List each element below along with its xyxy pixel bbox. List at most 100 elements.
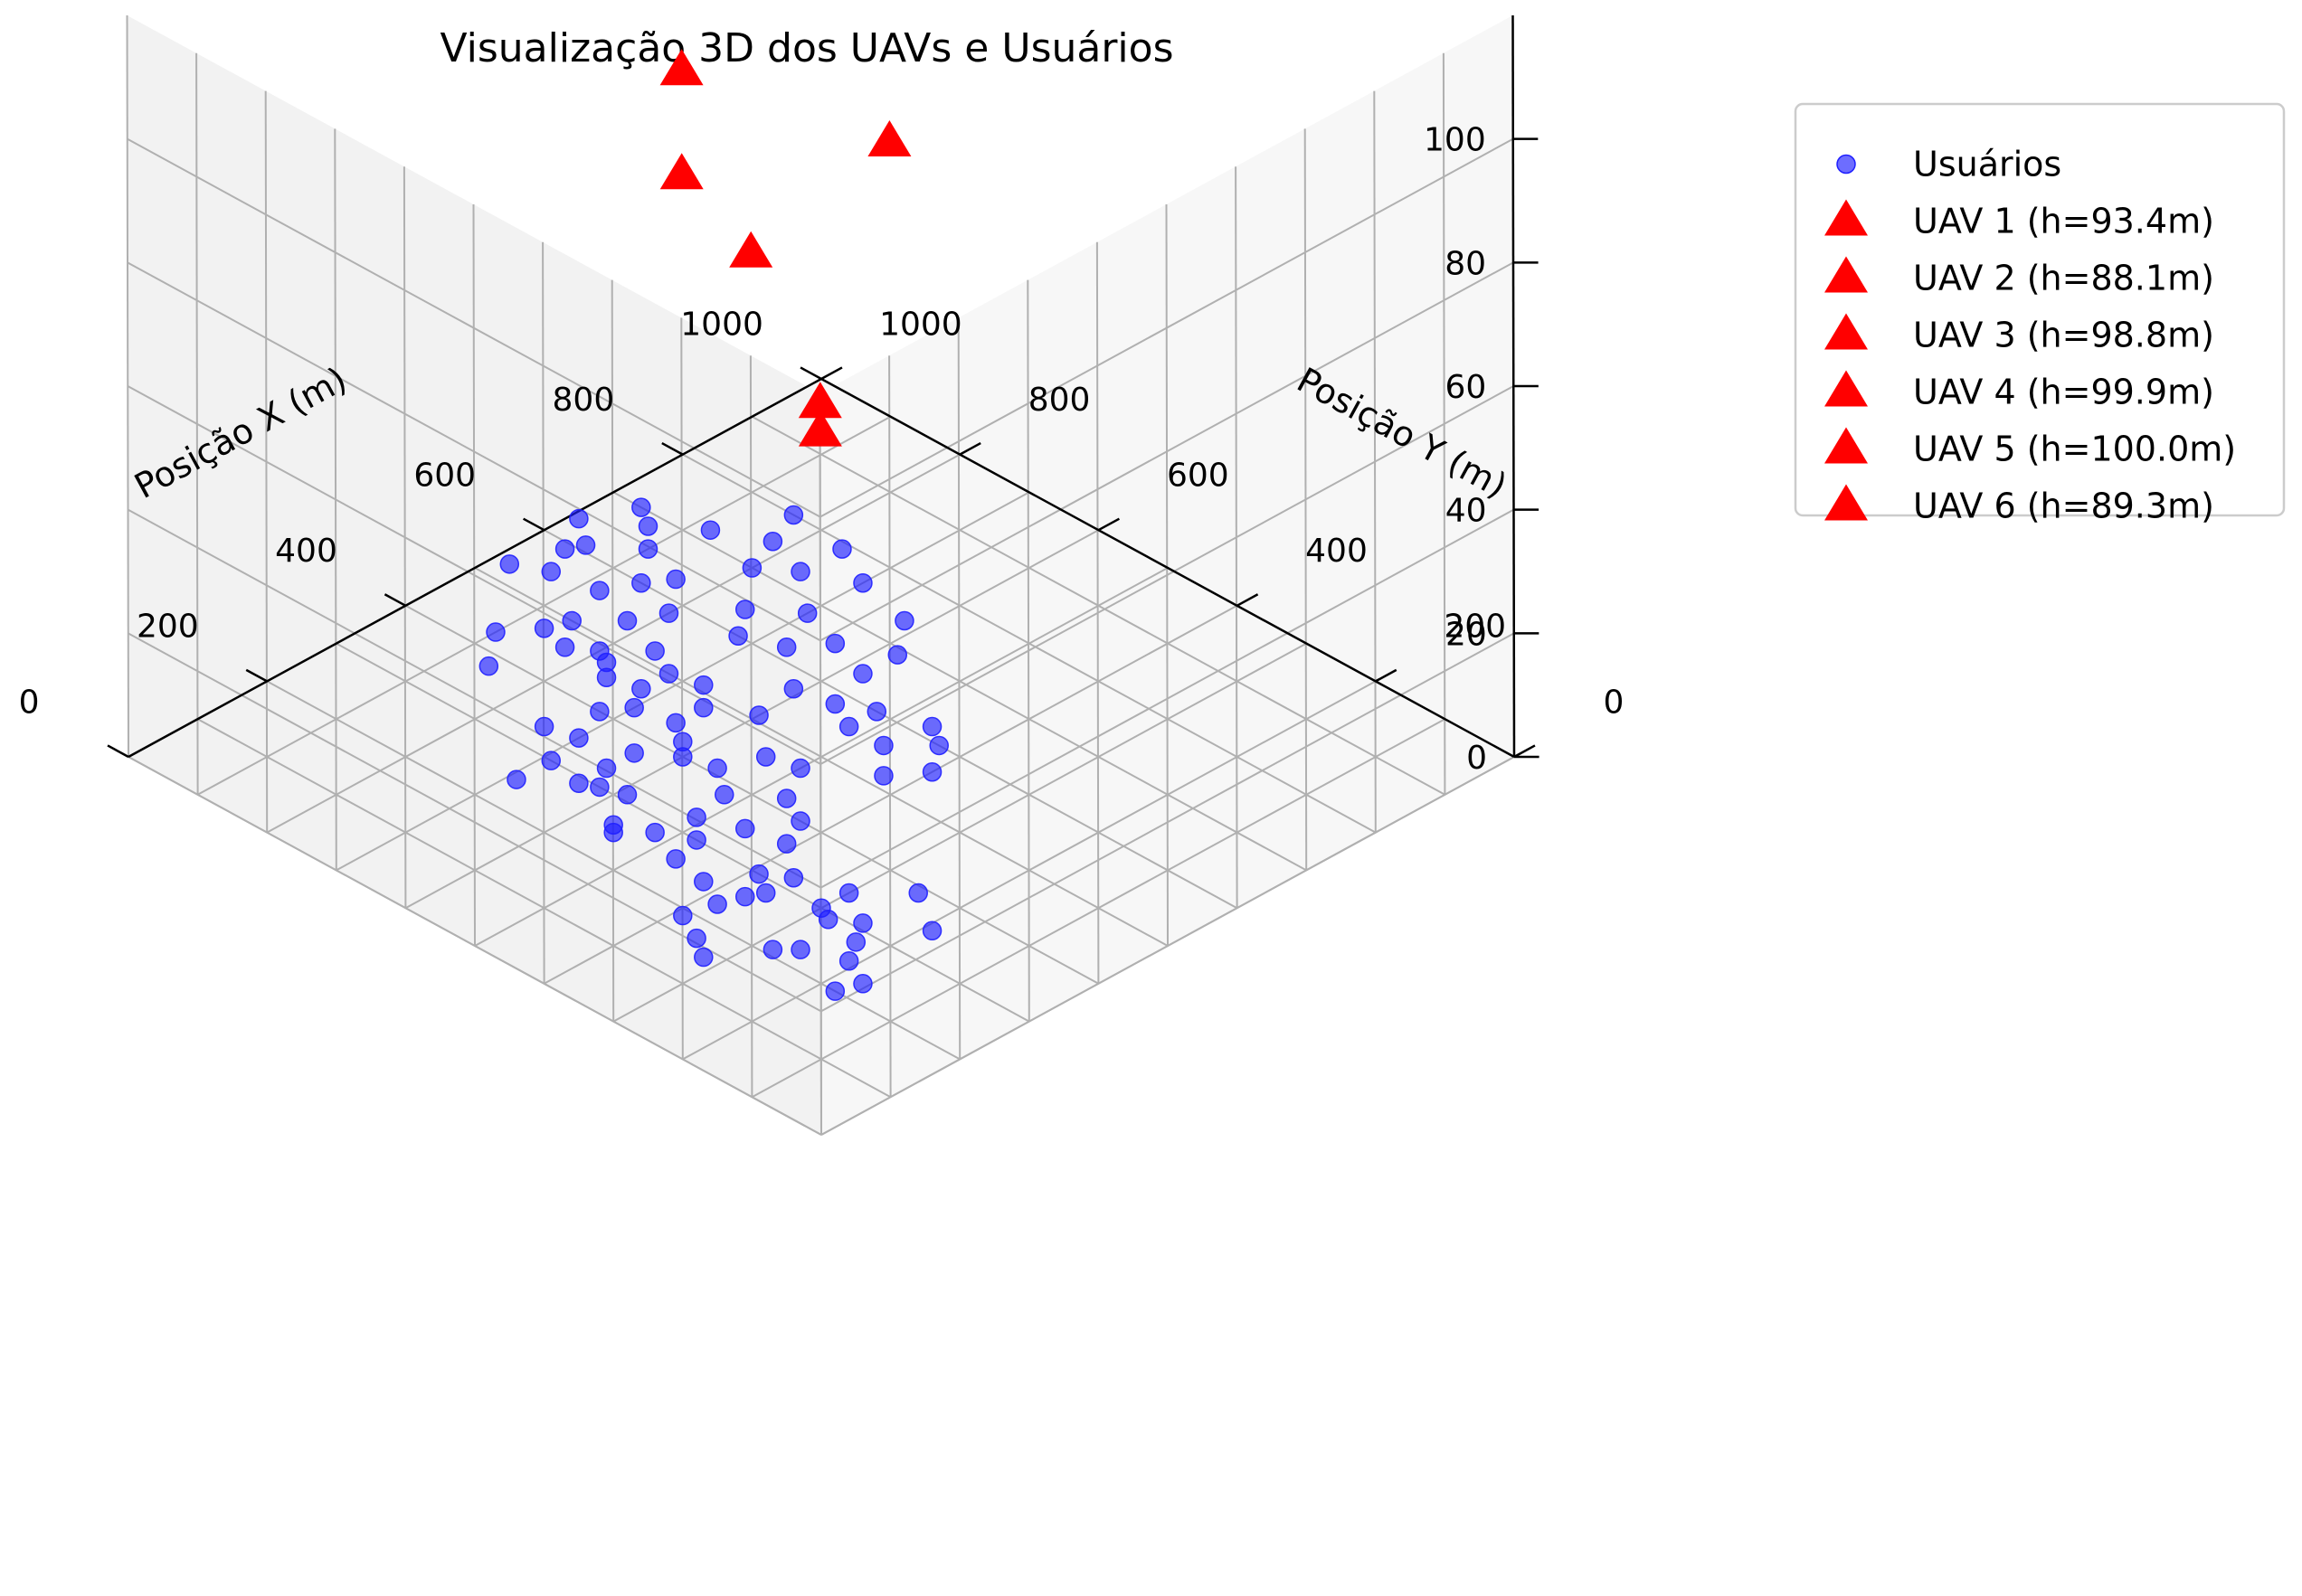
user-point bbox=[874, 766, 894, 786]
y-tick-mark bbox=[820, 366, 843, 381]
user-point bbox=[534, 619, 554, 638]
user-point bbox=[499, 554, 520, 574]
legend-entry-label: UAV 1 (h=93.4m) bbox=[1913, 202, 2214, 241]
user-point bbox=[728, 626, 748, 646]
uav-point bbox=[798, 382, 842, 419]
user-point bbox=[838, 950, 859, 971]
user-point bbox=[554, 637, 575, 657]
user-point bbox=[638, 516, 658, 536]
x-tick-mark bbox=[800, 366, 822, 381]
user-point bbox=[666, 713, 686, 733]
user-point bbox=[645, 822, 665, 843]
user-point bbox=[631, 572, 651, 593]
user-point bbox=[694, 947, 714, 968]
user-point bbox=[666, 569, 686, 590]
wall-grid-z bbox=[819, 261, 1514, 642]
tick-labels: 0 200 400 600 800 1000 0 200 400 600 800 1000 0 20 40 6… bbox=[19, 122, 1625, 777]
x-tick-mark bbox=[523, 517, 545, 532]
uav-point bbox=[659, 49, 704, 86]
wall-grid-z bbox=[820, 756, 1515, 1136]
user-point bbox=[776, 834, 797, 854]
z-tick-label: 0 bbox=[1466, 740, 1487, 777]
wall-grid-z bbox=[127, 261, 821, 642]
user-point bbox=[776, 637, 797, 657]
z-tick-label: 100 bbox=[1424, 122, 1486, 159]
legend-marker-uav bbox=[1824, 199, 1868, 236]
x-tick-label: 0 bbox=[19, 684, 40, 721]
user-point bbox=[922, 716, 943, 737]
z-tick-label: 40 bbox=[1445, 493, 1487, 530]
user-point bbox=[617, 610, 638, 631]
user-point bbox=[791, 758, 810, 779]
user-point bbox=[853, 572, 873, 593]
x-tick-label: 200 bbox=[137, 609, 199, 646]
user-point bbox=[631, 497, 651, 517]
user-point bbox=[638, 539, 658, 559]
user-point bbox=[666, 849, 686, 869]
y-tick-mark bbox=[1513, 744, 1536, 759]
user-point bbox=[853, 974, 873, 994]
floor-grid-y bbox=[197, 415, 892, 796]
user-point bbox=[694, 675, 714, 695]
user-point bbox=[755, 883, 776, 903]
y-tick-label: 200 bbox=[1444, 609, 1506, 646]
user-point bbox=[755, 747, 776, 767]
user-point bbox=[922, 761, 943, 782]
user-point bbox=[776, 789, 797, 808]
user-point bbox=[590, 702, 610, 722]
x-axis-line bbox=[128, 377, 822, 759]
user-point bbox=[734, 818, 755, 839]
user-point bbox=[846, 932, 867, 952]
y-tick-label: 1000 bbox=[879, 306, 962, 343]
user-point bbox=[734, 886, 755, 907]
x-tick-mark bbox=[661, 441, 684, 456]
wall-grid-z bbox=[127, 137, 821, 518]
legend-marker-users bbox=[1836, 154, 1856, 175]
user-point bbox=[838, 883, 859, 903]
user-point bbox=[707, 758, 727, 779]
user-point bbox=[783, 868, 804, 888]
legend-marker-uav bbox=[1824, 484, 1868, 521]
wall-grid-z bbox=[819, 385, 1514, 765]
wall-grid-z bbox=[820, 508, 1514, 889]
floor-grid-y bbox=[266, 453, 961, 834]
user-point bbox=[617, 785, 638, 805]
floor-grid-y bbox=[544, 604, 1238, 985]
user-point bbox=[673, 747, 693, 767]
user-point bbox=[645, 641, 665, 661]
y-tick-label: 0 bbox=[1603, 684, 1624, 721]
wall-grid-z bbox=[819, 137, 1514, 518]
user-point bbox=[749, 864, 769, 884]
user-point bbox=[658, 603, 679, 623]
user-point bbox=[908, 883, 928, 903]
user-point bbox=[887, 645, 908, 665]
legend-entry-label: UAV 5 (h=100.0m) bbox=[1913, 430, 2236, 469]
x-tick-mark bbox=[107, 744, 129, 759]
user-point bbox=[658, 664, 679, 684]
x-tick-label: 1000 bbox=[680, 306, 763, 343]
user-point bbox=[534, 716, 554, 737]
user-point bbox=[763, 531, 783, 552]
user-point bbox=[569, 508, 589, 529]
user-point bbox=[562, 610, 582, 631]
x-tick-mark bbox=[384, 593, 406, 607]
user-point bbox=[603, 815, 623, 835]
user-point bbox=[742, 558, 763, 578]
grid-lines bbox=[126, 14, 1515, 1136]
legend-marker-uav bbox=[1824, 313, 1868, 350]
uav-point bbox=[729, 231, 773, 268]
user-point bbox=[867, 702, 887, 722]
floor-grid-y bbox=[612, 642, 1307, 1023]
user-point bbox=[734, 600, 755, 619]
user-point bbox=[749, 705, 769, 725]
legend-entry-label: UAV 3 (h=98.8m) bbox=[1913, 316, 2214, 355]
user-point bbox=[853, 913, 873, 933]
z-tick-label: 80 bbox=[1445, 245, 1486, 282]
user-point bbox=[673, 905, 693, 926]
y-tick-mark bbox=[1375, 668, 1397, 683]
user-point bbox=[687, 830, 706, 850]
user-point bbox=[853, 664, 873, 684]
floor-grid-y bbox=[682, 680, 1377, 1061]
y-axis-line bbox=[820, 377, 1515, 759]
